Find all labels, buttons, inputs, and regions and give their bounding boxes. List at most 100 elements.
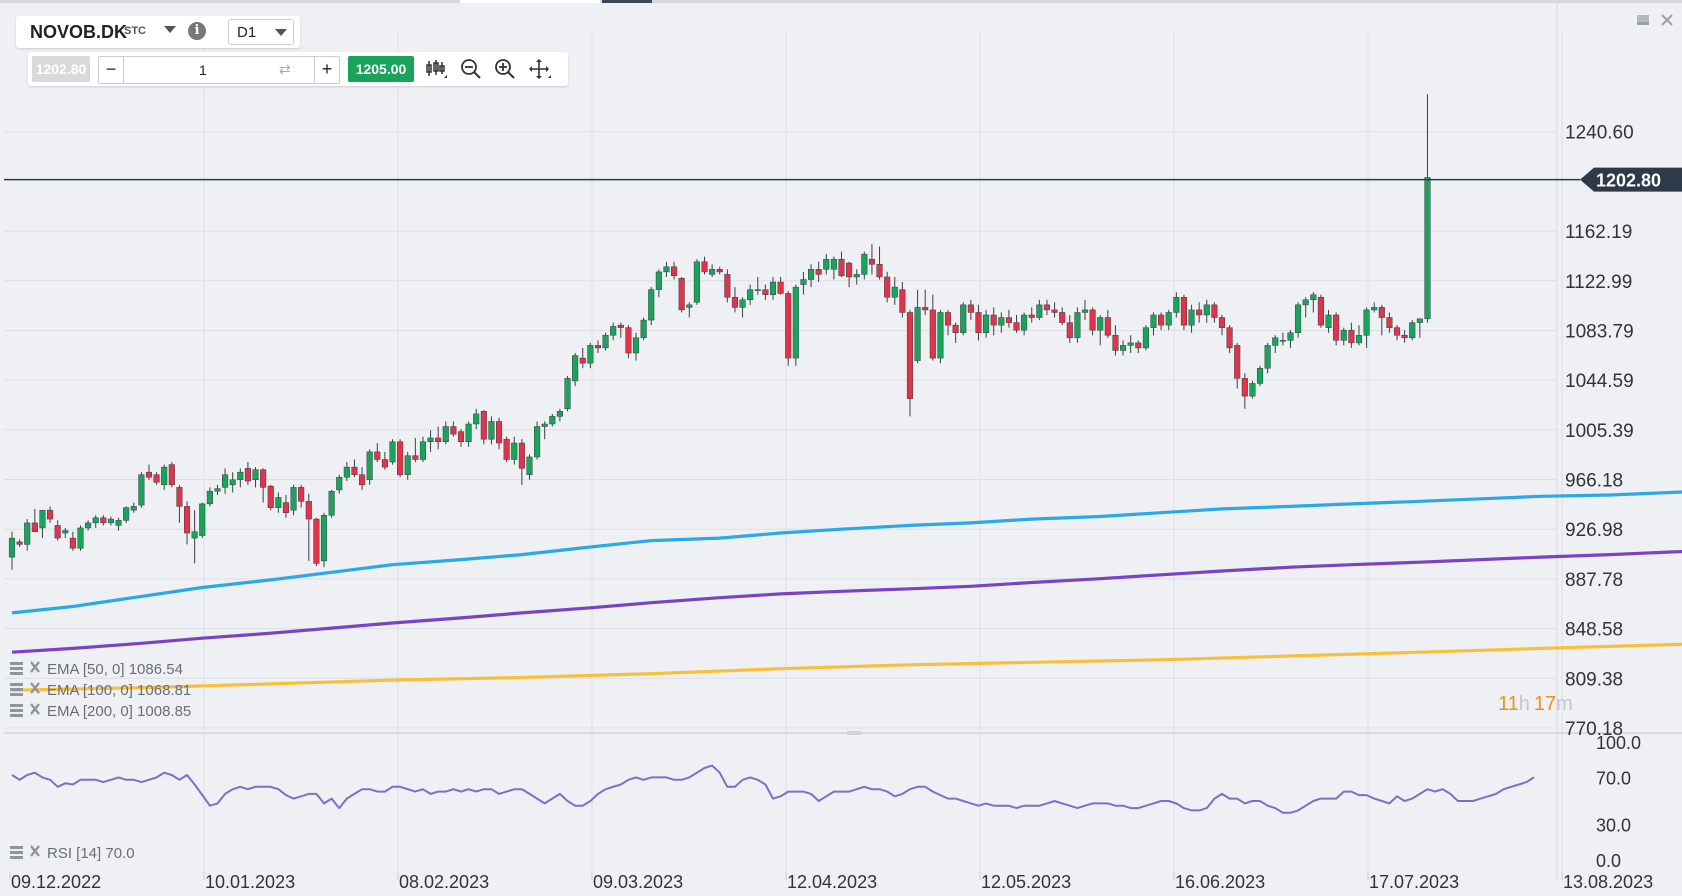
candle-up xyxy=(808,269,815,280)
minimize-icon[interactable] xyxy=(1636,13,1650,27)
candle-up xyxy=(1188,309,1195,326)
legend-settings-icon xyxy=(10,683,23,686)
price-axis-labels: 1240.60 1162.19 1122.99 1083.79 1044.59 1005.… xyxy=(1565,123,1634,740)
candle-up xyxy=(488,421,495,440)
symbol-dropdown-icon[interactable] xyxy=(164,26,176,33)
candle-up xyxy=(290,487,297,511)
chart-type-icon[interactable] xyxy=(424,58,448,80)
candle-down xyxy=(1005,317,1012,323)
candle-down xyxy=(480,411,487,440)
candle-down xyxy=(1218,317,1226,328)
close-icon[interactable] xyxy=(1660,13,1674,27)
candle-down xyxy=(267,485,274,508)
candle-up xyxy=(1295,304,1302,333)
legend-settings-icon xyxy=(10,672,23,675)
candle-up xyxy=(161,466,168,486)
timeframe-value: D1 xyxy=(237,24,257,41)
rsi-tick-label: 100.0 xyxy=(1596,733,1641,753)
candle-up xyxy=(709,269,716,275)
candle-down xyxy=(450,426,457,435)
candle-down xyxy=(1158,314,1165,326)
candle-down xyxy=(47,509,54,520)
zoom-out-icon[interactable] xyxy=(460,58,484,80)
candle-down xyxy=(671,266,678,276)
legend-label: EMA [50, 0] 1086.54 xyxy=(47,661,183,678)
candle-up xyxy=(610,326,617,336)
candle-down xyxy=(183,506,191,534)
candle-up xyxy=(891,286,898,298)
volume-increase-button[interactable]: + xyxy=(314,57,339,83)
candle-up xyxy=(1150,314,1157,328)
candle-up xyxy=(191,531,198,539)
candle-down xyxy=(899,289,906,313)
volume-decrease-button[interactable]: − xyxy=(99,57,124,83)
candle-up xyxy=(275,497,282,508)
candle-down xyxy=(305,501,312,520)
swap-icon[interactable]: ⇄ xyxy=(279,61,291,77)
info-icon[interactable]: i xyxy=(188,22,206,40)
candle-down xyxy=(1135,342,1142,349)
candle-down xyxy=(846,262,853,278)
grid xyxy=(4,30,1563,880)
bid-price-button[interactable]: 1202.80 xyxy=(32,56,90,82)
candle-down xyxy=(176,487,183,507)
date-tick-label: 09.12.2022 xyxy=(11,872,101,892)
date-tick-label: 10.01.2023 xyxy=(205,872,295,892)
candle-up xyxy=(1409,322,1416,339)
candle-down xyxy=(785,293,792,359)
legend-label: RSI [14] 70.0 xyxy=(47,845,135,862)
candle-down xyxy=(381,459,388,468)
price-tick-label: 809.38 xyxy=(1565,669,1623,690)
candle-up xyxy=(1165,312,1172,326)
ema50-line xyxy=(11,490,1682,615)
candle-down xyxy=(579,357,586,364)
candle-down xyxy=(153,474,160,483)
candle-down xyxy=(594,345,602,349)
ask-price-button[interactable]: 1205.00 xyxy=(348,56,414,82)
candle-down xyxy=(1043,304,1051,311)
candle-up xyxy=(229,479,236,486)
timeframe-select[interactable]: D1 xyxy=(228,19,294,45)
date-tick-label: 08.02.2023 xyxy=(399,872,489,892)
candle-up xyxy=(214,488,221,492)
candle-up xyxy=(526,456,533,475)
candle-down xyxy=(168,464,175,486)
candle-up xyxy=(754,289,761,291)
legend-label: EMA [100, 0] 1068.81 xyxy=(47,682,191,699)
candle-up xyxy=(1127,342,1134,346)
candle-up xyxy=(1424,177,1431,320)
zoom-in-icon[interactable] xyxy=(494,58,518,80)
timer-hours: 11 xyxy=(1498,693,1519,715)
candle-up xyxy=(130,506,137,511)
candle-down xyxy=(260,469,267,488)
candle-down xyxy=(975,312,982,333)
candle-down xyxy=(1234,345,1241,379)
rsi-tick-label: 70.0 xyxy=(1596,768,1631,788)
price-tick-label: 1044.59 xyxy=(1565,371,1634,392)
symbol-name[interactable]: NOVOB.DK xyxy=(30,22,128,42)
candle-down xyxy=(815,269,822,275)
volume-value[interactable]: 1 xyxy=(199,62,207,78)
pane-divider-handle[interactable] xyxy=(847,731,861,735)
candle-up xyxy=(648,289,655,321)
candle-down xyxy=(762,289,769,295)
candle-up xyxy=(541,423,548,427)
volume-stepper[interactable]: − 1 ⇄ + xyxy=(98,56,340,84)
price-tag-label: 1202.80 xyxy=(1596,171,1661,191)
candle-down xyxy=(944,312,952,326)
rsi-line xyxy=(11,764,1535,814)
move-icon[interactable] xyxy=(528,58,552,80)
candle-down xyxy=(929,309,936,359)
date-tick-label: 13.08.2023 xyxy=(1563,872,1653,892)
candle-up xyxy=(237,471,244,481)
candle-up xyxy=(465,423,472,442)
candle-up xyxy=(602,335,609,349)
candle-up xyxy=(914,307,921,361)
candle-down xyxy=(701,261,708,273)
candle-down xyxy=(838,258,845,276)
timer-h: h xyxy=(1519,693,1530,715)
candle-down xyxy=(922,307,929,311)
candle-down xyxy=(1196,309,1203,316)
exchange-tag: STC xyxy=(124,25,146,37)
